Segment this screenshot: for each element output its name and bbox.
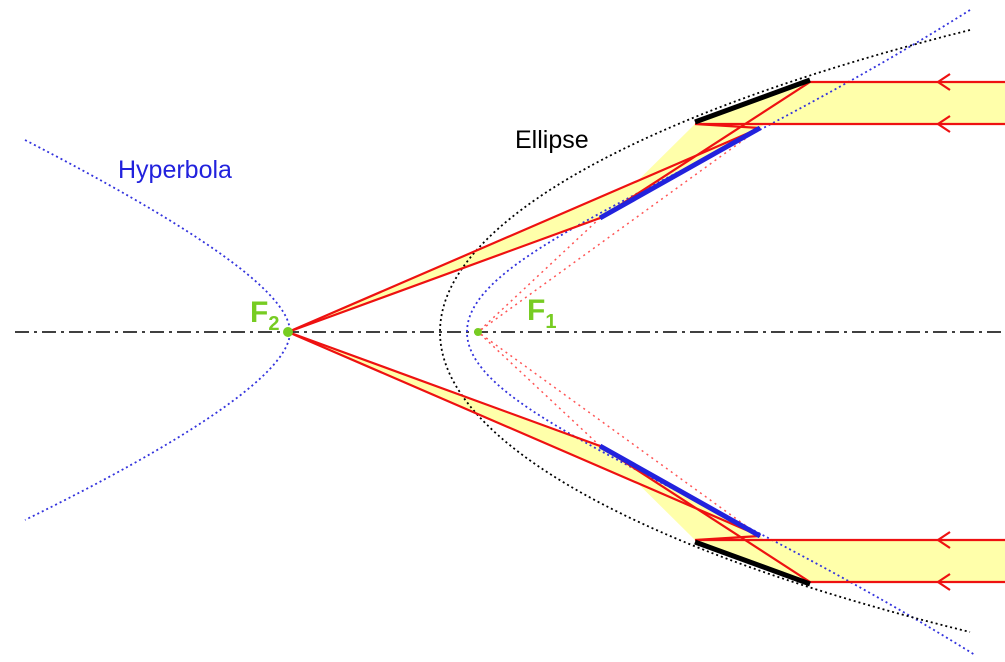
- focus1-sub: 1: [545, 311, 556, 333]
- focus1-label: F1: [527, 294, 556, 333]
- focus1-main: F: [527, 294, 545, 327]
- focus-point: [283, 327, 293, 337]
- arrow: [936, 73, 951, 91]
- focus2-sub: 2: [268, 313, 279, 335]
- arrow: [936, 531, 951, 549]
- ray: [287, 330, 1005, 542]
- focus2-main: F: [250, 296, 268, 329]
- virtual-ray: [477, 127, 761, 333]
- focus-point: [474, 328, 482, 336]
- ray: [287, 80, 1005, 334]
- ellipse: [439, 29, 971, 633]
- virtual-ray: [477, 331, 601, 447]
- ray: [287, 330, 1005, 584]
- primary-mirror: [694, 539, 811, 587]
- arrow: [936, 573, 951, 591]
- ray: [287, 122, 1005, 334]
- focus2-label: F2: [250, 296, 279, 335]
- virtual-rays: [477, 127, 761, 537]
- hyperbola-left: [24, 139, 291, 521]
- primary-mirror: [694, 77, 811, 125]
- rays: [287, 73, 1005, 591]
- ellipse-label: Ellipse: [515, 126, 589, 154]
- virtual-ray: [477, 217, 601, 333]
- virtual-ray: [477, 331, 761, 537]
- arrow: [936, 115, 951, 133]
- secondary-mirror: [598, 443, 762, 539]
- hyperbola-label: Hyperbola: [118, 156, 232, 184]
- secondary-mirror: [598, 125, 762, 221]
